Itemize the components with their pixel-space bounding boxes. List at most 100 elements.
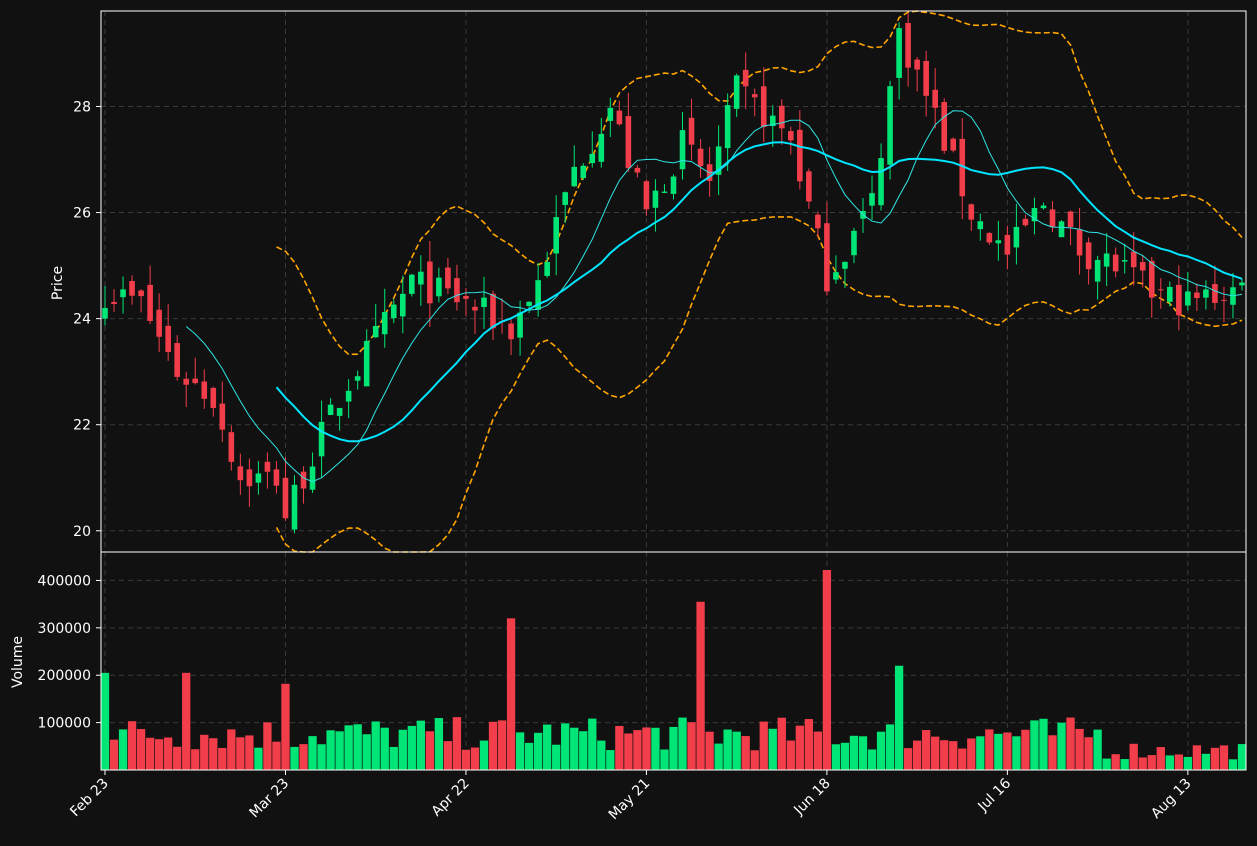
volume-bar xyxy=(1201,753,1211,770)
volume-bar xyxy=(380,727,389,770)
candle-body xyxy=(336,407,343,416)
candle-body xyxy=(237,466,244,481)
volume-bar xyxy=(425,731,435,770)
volume-bar xyxy=(479,740,489,770)
ma-fast-line xyxy=(185,110,1243,483)
candle-body xyxy=(201,381,208,399)
volume-bar xyxy=(867,749,877,770)
candle-body xyxy=(165,325,171,352)
volume-bar xyxy=(1138,757,1147,770)
volume-bar xyxy=(290,746,299,770)
volume-bar xyxy=(777,717,786,770)
volume-bar xyxy=(723,729,732,770)
volume-bar xyxy=(371,721,380,770)
volume-bar xyxy=(308,736,317,770)
candle-body xyxy=(1212,284,1218,303)
candle-body xyxy=(472,306,478,311)
candle-body xyxy=(318,421,325,457)
volume-bar xyxy=(1210,747,1220,770)
candle-body xyxy=(129,280,135,296)
candle-body xyxy=(300,471,307,489)
candle-body xyxy=(769,115,776,127)
candle-body xyxy=(715,146,722,175)
candle-body xyxy=(580,165,587,179)
volume-bar xyxy=(615,725,624,770)
candle-body xyxy=(923,61,929,96)
volume-bar xyxy=(994,733,1003,770)
candle-body xyxy=(354,376,361,381)
volume-bar xyxy=(317,744,326,770)
candle-body xyxy=(517,312,523,338)
volume-bar xyxy=(524,742,534,770)
volume-bar xyxy=(470,747,480,770)
price-tick-label: 24 xyxy=(73,312,91,328)
volume-bar xyxy=(1066,717,1075,770)
volume-bar xyxy=(164,737,173,770)
volume-bar xyxy=(813,731,823,770)
volume-bar xyxy=(1120,759,1129,770)
price-tick-label: 20 xyxy=(73,524,91,540)
volume-bar xyxy=(191,749,200,770)
candle-body xyxy=(1185,291,1191,306)
candle-body xyxy=(896,28,902,78)
candle-body xyxy=(1085,242,1092,270)
volume-bar xyxy=(759,721,768,770)
volume-bar xyxy=(245,735,254,770)
volume-tick-label: 100000 xyxy=(38,716,91,732)
volume-bar xyxy=(272,741,281,770)
volume-bar xyxy=(335,731,344,770)
candle-body xyxy=(1139,262,1146,271)
candle-body xyxy=(1004,234,1011,255)
volume-bar xyxy=(597,740,606,770)
volume-bar xyxy=(182,672,191,770)
candle-body xyxy=(309,466,316,490)
candle-body xyxy=(1157,289,1164,291)
volume-bar xyxy=(1165,755,1174,770)
candle-body xyxy=(950,138,957,151)
candle-body xyxy=(390,304,397,319)
candle-body xyxy=(797,129,803,182)
volume-bar xyxy=(488,721,498,770)
volume-bar xyxy=(1048,735,1057,770)
volume-bar xyxy=(633,730,642,770)
candle-body xyxy=(1203,289,1209,298)
volume-bar xyxy=(1084,737,1093,770)
candle-body xyxy=(120,289,126,298)
candle-body xyxy=(616,110,623,125)
candle-body xyxy=(562,192,569,205)
candle-body xyxy=(778,105,785,129)
volume-panel-frame xyxy=(100,551,1247,771)
volume-bar xyxy=(1237,744,1247,770)
volume-bar xyxy=(552,744,561,770)
candle-body xyxy=(183,378,190,385)
volume-tick-label: 200000 xyxy=(38,668,91,684)
ma-slow-line xyxy=(275,141,1243,443)
volume-bar xyxy=(660,749,669,770)
volume-bar xyxy=(353,724,362,770)
volume-bar xyxy=(732,731,741,770)
volume-bar xyxy=(127,721,137,770)
candle-body xyxy=(851,230,857,256)
volume-bar xyxy=(786,740,795,770)
candle-body xyxy=(1121,260,1128,262)
volume-bar xyxy=(398,729,407,770)
volume-bar xyxy=(1147,755,1156,770)
candle-body xyxy=(418,271,424,285)
volume-bar xyxy=(958,748,967,770)
candle-body xyxy=(1094,259,1101,282)
volume-bar xyxy=(1192,745,1202,770)
candle-body xyxy=(427,261,433,304)
candle-body xyxy=(544,262,550,276)
candle-body xyxy=(887,86,893,165)
candle-body xyxy=(977,221,984,230)
candle-body xyxy=(282,477,289,519)
volume-bar xyxy=(903,748,913,770)
price-panel: 20 22 24 26 28 Price xyxy=(50,10,1247,553)
volume-bar xyxy=(515,732,525,770)
price-tick-label: 22 xyxy=(73,418,91,434)
candle-body xyxy=(228,432,235,462)
bollinger-upper-line xyxy=(276,10,1243,356)
candle-body xyxy=(806,171,812,202)
candle-body xyxy=(210,387,217,408)
